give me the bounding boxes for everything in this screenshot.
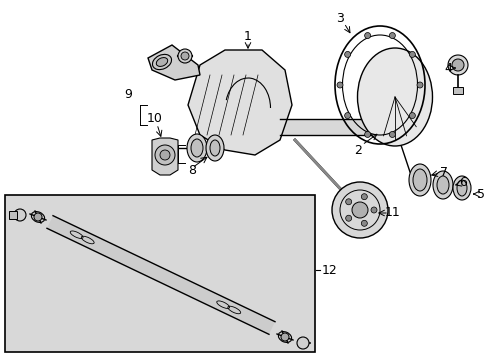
Circle shape <box>364 131 370 138</box>
Circle shape <box>370 207 376 213</box>
Polygon shape <box>152 138 178 175</box>
Circle shape <box>351 202 367 218</box>
Text: 2: 2 <box>353 144 361 157</box>
Text: 6: 6 <box>458 176 466 189</box>
Circle shape <box>388 32 395 39</box>
Circle shape <box>345 199 351 205</box>
Ellipse shape <box>186 134 206 162</box>
Ellipse shape <box>432 171 452 199</box>
Ellipse shape <box>156 58 167 67</box>
Circle shape <box>416 82 422 88</box>
Ellipse shape <box>357 48 431 146</box>
Circle shape <box>14 209 26 221</box>
Circle shape <box>408 113 414 118</box>
Text: 9: 9 <box>124 89 132 102</box>
Circle shape <box>344 51 350 58</box>
Ellipse shape <box>191 139 203 157</box>
Text: 1: 1 <box>244 31 251 44</box>
Circle shape <box>178 49 192 63</box>
Circle shape <box>181 52 189 60</box>
Circle shape <box>364 32 370 39</box>
Polygon shape <box>187 50 291 155</box>
Circle shape <box>281 333 288 341</box>
Ellipse shape <box>31 212 44 222</box>
Polygon shape <box>47 216 274 334</box>
Text: 5: 5 <box>476 189 484 202</box>
Ellipse shape <box>278 332 291 342</box>
Circle shape <box>388 131 395 138</box>
Text: 3: 3 <box>335 12 343 24</box>
Text: 4: 4 <box>443 62 451 75</box>
Ellipse shape <box>209 140 220 156</box>
Text: 10: 10 <box>147 112 163 125</box>
Polygon shape <box>148 45 200 80</box>
Circle shape <box>447 55 467 75</box>
Ellipse shape <box>452 176 470 200</box>
Bar <box>5 195 314 352</box>
Ellipse shape <box>412 169 426 191</box>
Circle shape <box>336 82 342 88</box>
Bar <box>9 211 17 219</box>
Circle shape <box>344 113 350 118</box>
Text: 8: 8 <box>187 163 196 176</box>
Circle shape <box>408 51 414 58</box>
Circle shape <box>331 182 387 238</box>
Ellipse shape <box>408 164 430 196</box>
Ellipse shape <box>152 54 171 69</box>
Circle shape <box>345 215 351 221</box>
Bar <box>280 119 394 135</box>
Text: 7: 7 <box>439 166 447 179</box>
Circle shape <box>296 337 308 349</box>
Ellipse shape <box>456 180 466 196</box>
Circle shape <box>160 150 170 160</box>
Ellipse shape <box>205 135 224 161</box>
Circle shape <box>361 194 366 200</box>
Bar <box>452 87 462 94</box>
Ellipse shape <box>436 176 448 194</box>
Circle shape <box>361 220 366 226</box>
Text: 11: 11 <box>385 207 400 220</box>
Circle shape <box>34 213 42 221</box>
Circle shape <box>155 145 175 165</box>
Circle shape <box>451 59 463 71</box>
Text: 12: 12 <box>322 264 337 276</box>
